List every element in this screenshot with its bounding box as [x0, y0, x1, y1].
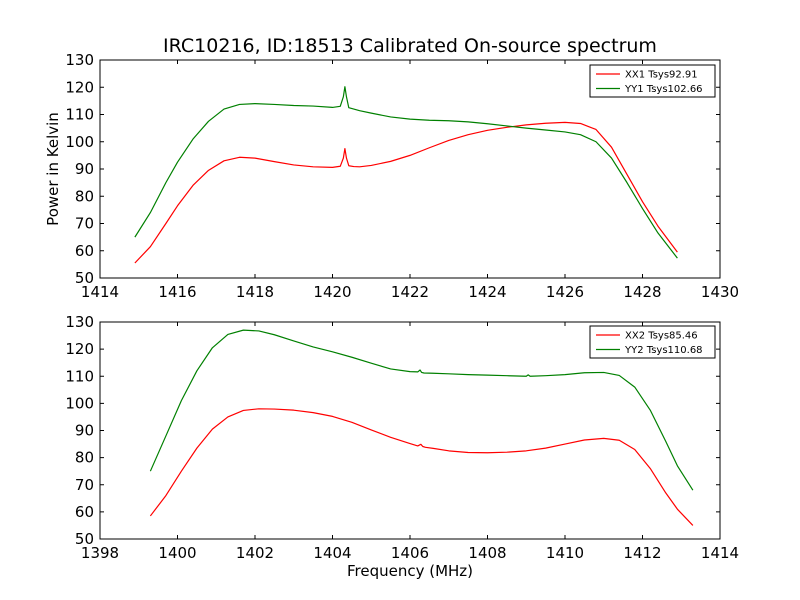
y-tick-label: 50 — [75, 269, 94, 287]
legend: XX1 Tsys92.91 YY1 Tsys102.66 — [589, 64, 716, 98]
x-tick-label: 1406 — [391, 544, 429, 562]
y-tick-label: 90 — [75, 160, 94, 178]
x-tick-label: 1402 — [236, 544, 274, 562]
x-tick-label: 1408 — [468, 544, 506, 562]
chart-panel-2: 1398 1400 1402 1404 1406 1408 1410 1412 1414 50 60… — [65, 313, 739, 580]
x-tick-label: 1426 — [546, 283, 584, 301]
y-tick-label: 110 — [65, 106, 94, 124]
series-line-1 — [134, 121, 678, 264]
x-tick-label: 1412 — [623, 544, 661, 562]
x-tick-label: 1416 — [158, 283, 196, 301]
y-tick-label: 60 — [75, 503, 94, 521]
x-tick-label: 1418 — [236, 283, 274, 301]
x-tick-label: 1430 — [701, 283, 739, 301]
x-tick-label: 1414 — [81, 283, 119, 301]
legend-entry: YY1 Tsys102.66 — [624, 84, 703, 95]
chart-title: IRC10216, ID:18513 Calibrated On-source … — [163, 35, 657, 57]
x-tick-label: 1404 — [313, 544, 351, 562]
legend-entry: XX2 Tsys85.46 — [625, 331, 698, 342]
y-tick-label: 100 — [65, 133, 94, 151]
x-tick-label: 1428 — [623, 283, 661, 301]
chart-panel-1: 1414 1416 1418 1420 1422 1424 1426 1428 1430 50 60… — [44, 35, 739, 301]
x-tick-label: 1424 — [468, 283, 506, 301]
legend-entry: YY2 Tsys110.68 — [624, 345, 703, 356]
y-tick-label: 80 — [75, 187, 94, 205]
y-tick-label: 70 — [75, 476, 94, 494]
legend-entry: XX1 Tsys92.91 — [625, 70, 698, 81]
y-tick-label: 120 — [65, 78, 94, 96]
x-tick-label: 1420 — [313, 283, 351, 301]
series-line-1 — [149, 408, 694, 526]
y-tick-label: 130 — [65, 51, 94, 69]
y-tick-label: 130 — [65, 313, 94, 331]
x-tick-label: 1410 — [546, 544, 584, 562]
series-line-2 — [149, 329, 694, 491]
y-tick-label: 70 — [75, 215, 94, 233]
x-tick-label: 1398 — [81, 544, 119, 562]
legend: XX2 Tsys85.46 YY2 Tsys110.68 — [589, 325, 716, 359]
legend-box — [589, 325, 716, 359]
y-tick-label: 100 — [65, 394, 94, 412]
y-tick-label: 110 — [65, 367, 94, 385]
legend-box — [589, 64, 716, 98]
y-tick-label: 50 — [75, 530, 94, 548]
series-line-2 — [134, 86, 678, 259]
y-tick-label: 80 — [75, 449, 94, 467]
y-tick-label: 120 — [65, 340, 94, 358]
x-tick-label: 1414 — [701, 544, 739, 562]
y-axis-label: Power in Kelvin — [44, 112, 62, 226]
x-axis-label: Frequency (MHz) — [347, 562, 473, 580]
x-tick-label: 1400 — [158, 544, 196, 562]
y-tick-label: 90 — [75, 422, 94, 440]
x-tick-label: 1422 — [391, 283, 429, 301]
y-tick-label: 60 — [75, 242, 94, 260]
